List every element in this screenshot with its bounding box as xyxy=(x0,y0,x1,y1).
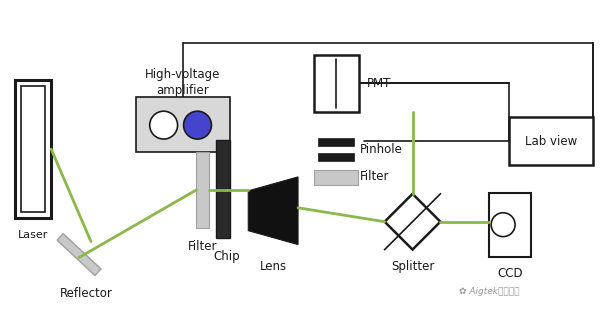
Text: PMT: PMT xyxy=(367,77,391,90)
Bar xyxy=(216,140,230,238)
Circle shape xyxy=(184,111,211,139)
Bar xyxy=(196,152,209,228)
Text: Filter: Filter xyxy=(360,170,389,183)
Bar xyxy=(314,170,358,185)
Text: Chip: Chip xyxy=(213,250,239,262)
Bar xyxy=(318,138,354,146)
Text: Pinhole: Pinhole xyxy=(360,142,403,156)
Circle shape xyxy=(491,213,515,237)
Bar xyxy=(314,55,359,112)
Text: CCD: CCD xyxy=(497,267,523,281)
Bar xyxy=(136,97,230,152)
Text: Reflector: Reflector xyxy=(60,287,112,300)
Bar xyxy=(318,153,354,161)
Text: ✿ Aigtek安泰电子: ✿ Aigtek安泰电子 xyxy=(459,287,519,296)
Text: Lab view: Lab view xyxy=(525,135,577,147)
Polygon shape xyxy=(384,194,440,250)
Text: Splitter: Splitter xyxy=(391,260,434,272)
Text: Filter: Filter xyxy=(188,239,217,253)
Bar xyxy=(21,86,45,212)
Polygon shape xyxy=(57,234,101,276)
Text: Laser: Laser xyxy=(18,230,49,240)
Polygon shape xyxy=(248,177,298,244)
Text: Lens: Lens xyxy=(260,260,287,272)
Bar xyxy=(15,80,51,218)
Bar xyxy=(509,117,593,165)
Circle shape xyxy=(150,111,177,139)
Bar xyxy=(489,193,531,257)
Text: High-voltage
amplifier: High-voltage amplifier xyxy=(145,68,220,97)
